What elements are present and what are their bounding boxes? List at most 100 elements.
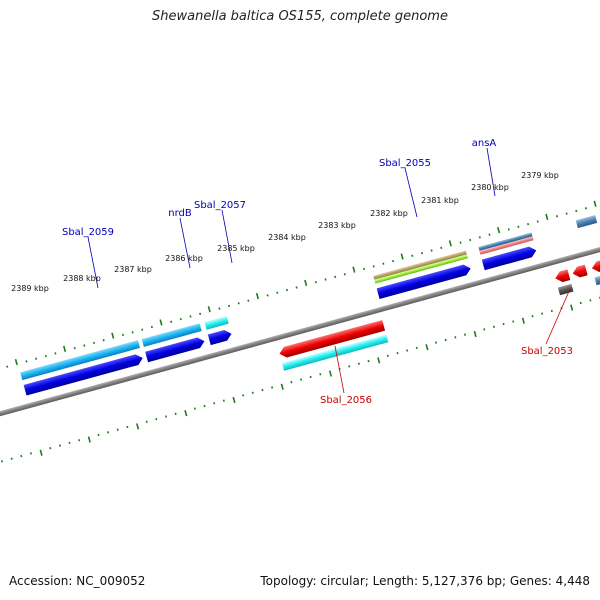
gene-nrdb-cog-band[interactable]: [141, 323, 202, 347]
tick-label: 2388 kbp: [63, 274, 101, 283]
minor-tick: [469, 238, 472, 242]
gene-label-sbal-2055[interactable]: Sbal_2055: [379, 158, 431, 169]
major-tick: [255, 292, 260, 300]
minor-tick: [179, 317, 182, 321]
genome-backbone: [0, 221, 600, 438]
minor-tick: [228, 304, 231, 308]
gene-sbal-2053-arrow[interactable]: [554, 269, 571, 283]
minor-tick: [271, 386, 274, 389]
major-tick: [352, 266, 356, 273]
map-title: Shewanella baltica OS155, complete genom…: [152, 9, 448, 24]
minor-tick: [589, 299, 592, 302]
minor-tick: [247, 299, 250, 302]
minor-tick: [334, 275, 337, 279]
major-tick: [521, 317, 525, 324]
gene-sbal-2059-cog-band[interactable]: [20, 340, 140, 381]
tick-label: 2383 kbp: [318, 221, 356, 230]
minor-tick: [20, 454, 23, 458]
minor-tick: [406, 349, 409, 352]
gene-sbal-2056-arrow[interactable]: [278, 320, 386, 359]
gene-sbal-2055-cog-band-a[interactable]: [373, 250, 467, 280]
minor-tick: [415, 346, 418, 350]
minor-tick: [391, 259, 395, 263]
gene-nrdb-arrow[interactable]: [145, 336, 206, 363]
gene-label-sbal-2056[interactable]: Sbal_2056: [320, 395, 372, 406]
minor-tick: [483, 328, 486, 331]
reverse-tick-row: [0, 296, 600, 463]
major-tick: [62, 345, 67, 352]
minor-tick: [222, 399, 225, 402]
gene-sbal-2059-arrow[interactable]: [23, 353, 145, 396]
minor-tick: [199, 312, 202, 316]
major-tick: [111, 332, 115, 339]
minor-tick: [203, 404, 206, 408]
minor-tick: [492, 325, 495, 328]
minor-tick: [10, 457, 13, 460]
leader-sbal-2055: [404, 167, 418, 218]
gene-label-nrdb[interactable]: nrdB: [168, 208, 192, 219]
gene-sbal-2055-arrow[interactable]: [376, 263, 473, 299]
minor-tick: [550, 309, 553, 313]
gene-sbal-2055-cog-band-b[interactable]: [374, 254, 468, 284]
forward-tick-row: [6, 200, 597, 368]
major-tick: [377, 357, 381, 364]
minor-tick: [517, 225, 520, 228]
tick-label: 2382 kbp: [370, 209, 408, 218]
leader-sbal-2053: [545, 288, 571, 345]
minor-tick: [488, 233, 491, 236]
minor-tick: [295, 286, 298, 289]
gene-offscreen-right-arrow[interactable]: [591, 255, 600, 274]
minor-tick: [502, 322, 505, 326]
genome-band: [0, 200, 600, 463]
gene-offscreen-right-cog-band-reverse[interactable]: [594, 272, 600, 286]
minor-tick: [444, 338, 447, 342]
minor-tick: [25, 360, 28, 363]
major-tick: [593, 200, 597, 207]
minor-tick: [266, 294, 269, 297]
gene-ansa-cog-band-b[interactable]: [479, 236, 534, 255]
minor-tick: [314, 281, 317, 284]
minor-tick: [512, 320, 515, 323]
leader-sbal-2056: [334, 345, 345, 394]
gene-sbal-2056-cog-band[interactable]: [281, 334, 389, 371]
gene-label-sbal-2059[interactable]: Sbal_2059: [62, 227, 114, 238]
gene-label-sbal-2057[interactable]: Sbal_2057: [194, 200, 246, 211]
major-tick: [425, 344, 429, 351]
tick-label: 2379 kbp: [521, 171, 559, 180]
gene-sbal-2054-arrow[interactable]: [571, 264, 588, 279]
gene-sbal-2053-cog-band[interactable]: [557, 283, 574, 296]
minor-tick: [6, 365, 9, 368]
minor-tick: [420, 251, 423, 255]
minor-tick: [367, 359, 370, 363]
minor-tick: [463, 333, 467, 336]
gene-ansa-cog-band-a[interactable]: [478, 232, 533, 251]
gene-label-sbal-2053[interactable]: Sbal_2053: [521, 346, 573, 357]
minor-tick: [213, 402, 216, 405]
major-tick: [87, 436, 91, 443]
leader-sbal-2059: [87, 236, 99, 289]
major-tick: [136, 423, 140, 430]
genome-summary-text: Topology: circular; Length: 5,127,376 bp…: [260, 574, 590, 588]
gene-label-ansa[interactable]: ansA: [472, 138, 497, 149]
minor-tick: [150, 325, 153, 329]
minor-tick: [131, 331, 134, 334]
major-tick: [328, 370, 333, 377]
minor-tick: [440, 246, 443, 250]
minor-tick: [92, 341, 96, 345]
gene-ansa-arrow[interactable]: [481, 245, 538, 271]
accession-text: Accession: NC_009052: [9, 574, 146, 588]
gene-sbal-2057-arrow[interactable]: [207, 328, 233, 346]
minor-tick: [44, 354, 47, 358]
minor-tick: [363, 267, 366, 271]
gene-sbal-2057-cog-band[interactable]: [204, 315, 229, 330]
minor-tick: [565, 212, 568, 215]
minor-tick: [189, 315, 192, 318]
major-tick: [207, 306, 211, 313]
minor-tick: [251, 391, 254, 394]
gene-offscreen-right-cog-band[interactable]: [575, 215, 598, 229]
major-tick: [232, 396, 236, 404]
minor-tick: [261, 388, 264, 392]
minor-tick: [459, 241, 462, 244]
